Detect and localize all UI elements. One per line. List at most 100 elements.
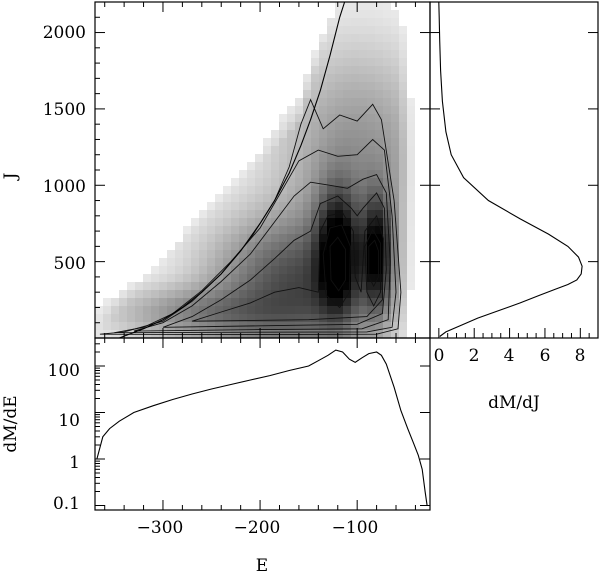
- heatmap-cell: [287, 162, 295, 170]
- heatmap-cell: [311, 50, 319, 58]
- heatmap-cell: [367, 146, 375, 154]
- heatmap-cell: [287, 250, 295, 258]
- heatmap-cell: [399, 34, 407, 42]
- heatmap-cell: [399, 226, 407, 234]
- heatmap-cell: [383, 258, 391, 266]
- heatmap-cell: [367, 186, 375, 194]
- heatmap-cell: [407, 122, 415, 130]
- heatmap-cell: [399, 258, 407, 266]
- heatmap-cell: [207, 282, 215, 290]
- heatmap-cell: [303, 322, 311, 330]
- heatmap-cell: [247, 282, 255, 290]
- heatmap-cell: [231, 266, 239, 274]
- heatmap-cell: [215, 194, 223, 202]
- heatmap-cell: [199, 266, 207, 274]
- heatmap-cell: [343, 122, 351, 130]
- heatmap-cell: [351, 290, 359, 298]
- heatmap-cell: [231, 186, 239, 194]
- heatmap-cell: [343, 266, 351, 274]
- heatmap-cell: [327, 82, 335, 90]
- heatmap-cell: [343, 90, 351, 98]
- heatmap-cell: [279, 322, 287, 330]
- heatmap-cell: [399, 274, 407, 282]
- heatmap-cell: [271, 226, 279, 234]
- heatmap-cell: [223, 266, 231, 274]
- heatmap-cell: [287, 226, 295, 234]
- heatmap-cell: [303, 82, 311, 90]
- heatmap-cell: [247, 194, 255, 202]
- heatmap-cell: [279, 330, 287, 338]
- heatmap-cell: [319, 74, 327, 82]
- heatmap-cell: [399, 98, 407, 106]
- heatmap-cell: [143, 314, 151, 322]
- heatmap-cell: [391, 218, 399, 226]
- heatmap-cell: [367, 162, 375, 170]
- heatmap-cell: [287, 210, 295, 218]
- heatmap-cell: [287, 146, 295, 154]
- main-y-tick-label: 2000: [43, 23, 86, 43]
- heatmap-cell: [359, 10, 367, 18]
- heatmap-cell: [295, 290, 303, 298]
- heatmap-cell: [303, 74, 311, 82]
- heatmap-cell: [359, 50, 367, 58]
- heatmap-cell: [327, 26, 335, 34]
- heatmap-cell: [391, 250, 399, 258]
- heatmap-cell: [279, 266, 287, 274]
- heatmap-cell: [311, 170, 319, 178]
- heatmap-cell: [303, 130, 311, 138]
- heatmap-cell: [367, 282, 375, 290]
- contour-line: [133, 174, 391, 332]
- heatmap-cell: [239, 250, 247, 258]
- heatmap-cell: [199, 210, 207, 218]
- heatmap-cell: [143, 290, 151, 298]
- heatmap-cell: [279, 274, 287, 282]
- heatmap-cell: [255, 314, 263, 322]
- heatmap-cell: [343, 218, 351, 226]
- heatmap-cell: [271, 186, 279, 194]
- heatmap-cell: [271, 194, 279, 202]
- heatmap-cell: [407, 162, 415, 170]
- heatmap-cell: [407, 170, 415, 178]
- heatmap-cell: [239, 266, 247, 274]
- heatmap-cell: [359, 290, 367, 298]
- heatmap-cell: [375, 66, 383, 74]
- heatmap-cell: [383, 66, 391, 74]
- heatmap-cell: [367, 26, 375, 34]
- heatmap-cell: [327, 258, 335, 266]
- heatmap-cell: [279, 146, 287, 154]
- heatmap-cell: [367, 58, 375, 66]
- heatmap-cell: [335, 290, 343, 298]
- heatmap-cell: [311, 122, 319, 130]
- heatmap-cell: [199, 330, 207, 338]
- heatmap-cell: [351, 98, 359, 106]
- heatmap-cell: [303, 114, 311, 122]
- heatmap-cell: [375, 2, 383, 10]
- heatmap-cell: [191, 266, 199, 274]
- heatmap-cell: [295, 298, 303, 306]
- heatmap-cell: [319, 98, 327, 106]
- heatmap-cell: [255, 186, 263, 194]
- heatmap-cell: [295, 98, 303, 106]
- heatmap-cell: [271, 130, 279, 138]
- bottom-y-tick-label: 1: [69, 453, 80, 473]
- heatmap-cell: [351, 130, 359, 138]
- heatmap-cell: [343, 18, 351, 26]
- heatmap-cell: [191, 298, 199, 306]
- heatmap-cell: [215, 266, 223, 274]
- heatmap-cell: [351, 58, 359, 66]
- heatmap-cell: [311, 98, 319, 106]
- heatmap-cell: [343, 138, 351, 146]
- heatmap-cell: [399, 242, 407, 250]
- heatmap-cell: [215, 306, 223, 314]
- heatmap-cell: [319, 58, 327, 66]
- heatmap-cell: [119, 298, 127, 306]
- heatmap-cell: [351, 106, 359, 114]
- heatmap-cell: [263, 258, 271, 266]
- heatmap-cell: [375, 290, 383, 298]
- heatmap-cell: [263, 162, 271, 170]
- heatmap-cell: [327, 322, 335, 330]
- heatmap-cell: [327, 98, 335, 106]
- heatmap-cell: [279, 122, 287, 130]
- heatmap-cell: [279, 234, 287, 242]
- heatmap-cell: [407, 194, 415, 202]
